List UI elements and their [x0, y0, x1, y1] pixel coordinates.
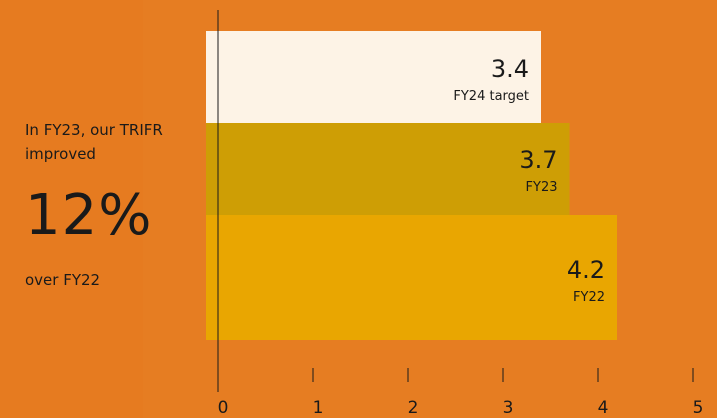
x-tick-label: 0: [218, 398, 229, 418]
summary-block: In FY23, our TRIFR improved 12% over FY2…: [25, 118, 205, 290]
summary-intro: In FY23, our TRIFR improved: [25, 118, 205, 166]
left-panel: [0, 0, 143, 418]
x-tick-label: 5: [693, 398, 704, 418]
bar-value-label: 4.2: [567, 256, 605, 284]
bar-fy24-target: [206, 31, 541, 123]
bar-value-label: 3.7: [519, 146, 557, 174]
bar-value-label: 3.4: [491, 55, 529, 83]
improvement-percent: 12%: [25, 183, 153, 248]
summary-outro: over FY22: [25, 271, 101, 289]
bar-fy23: [206, 123, 570, 216]
x-tick-label: 1: [313, 398, 324, 418]
bar-category-label: FY24 target: [453, 89, 529, 104]
summary-intro-text: In FY23, our TRIFR improved: [25, 121, 163, 163]
x-tick-label: 4: [598, 398, 609, 418]
bar-category-label: FY22: [573, 290, 605, 305]
x-tick-label: 3: [503, 398, 514, 418]
bar-category-label: FY23: [526, 180, 558, 195]
bar-fy22: [206, 215, 617, 340]
x-tick-label: 2: [408, 398, 419, 418]
